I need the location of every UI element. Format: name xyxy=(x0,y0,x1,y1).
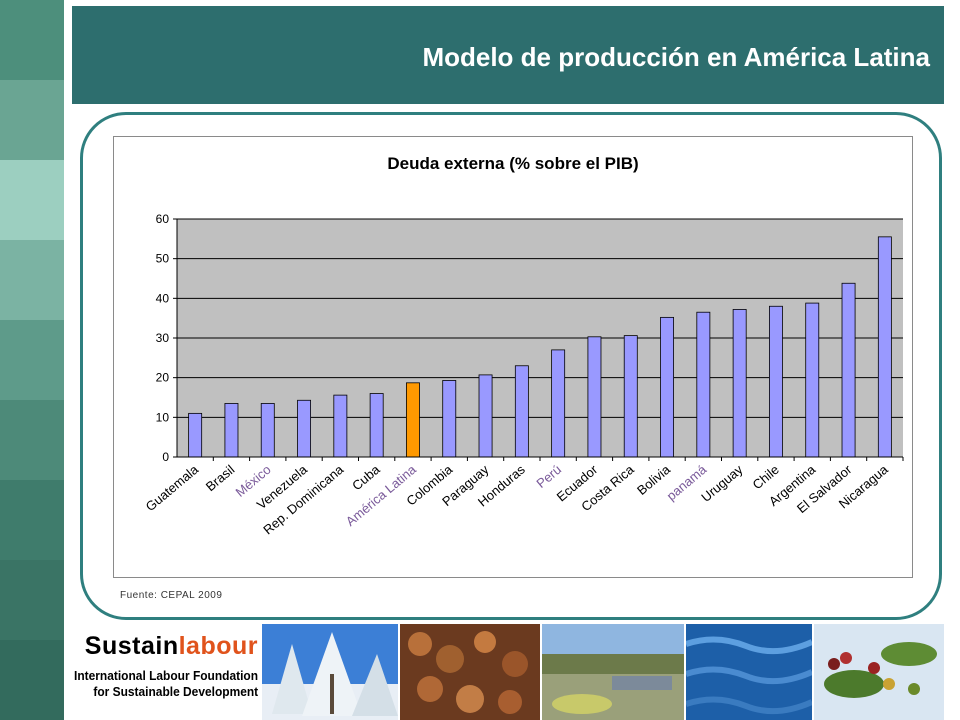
bar-m-xico xyxy=(260,403,275,458)
bar-chart: Deuda externa (% sobre el PIB) 0 10 20 30 40 5… xyxy=(143,154,904,537)
x-tick-label: Perú xyxy=(533,462,564,491)
bar-uruguay xyxy=(732,309,747,458)
x-tick-label: Uruguay xyxy=(698,461,746,504)
wetland-photo xyxy=(542,624,684,720)
y-tick-label: 30 xyxy=(156,331,170,345)
logo-brand-part2: labour xyxy=(178,632,258,660)
logo-line3: for Sustainable Development xyxy=(93,684,258,699)
bar-honduras xyxy=(514,365,529,458)
bar-cuba xyxy=(369,393,384,458)
source-note: Fuente: CEPAL 2009 xyxy=(120,590,223,601)
y-tick-label: 50 xyxy=(156,252,170,266)
water-surface-photo xyxy=(686,624,812,720)
bar-bolivia xyxy=(660,316,674,458)
y-tick-label: 0 xyxy=(162,450,169,464)
bar-brasil xyxy=(224,403,239,458)
chart-container: Deuda externa (% sobre el PIB) 0 10 20 30 40 5… xyxy=(113,136,913,578)
coffee-berries-photo xyxy=(814,624,944,720)
bar-panam- xyxy=(696,311,711,458)
title-bar: Modelo de producción en América Latina xyxy=(72,6,944,104)
bar-venezuela xyxy=(297,399,311,458)
y-tick-label: 20 xyxy=(156,371,170,385)
bar-paraguay xyxy=(478,374,493,458)
bar-guatemala xyxy=(188,412,203,458)
bar-ecuador xyxy=(587,336,602,458)
logo-brand-part1: Sustain xyxy=(84,632,179,660)
bar-costa-rica xyxy=(623,335,638,458)
bar-argentina xyxy=(805,302,820,458)
bar-per- xyxy=(551,349,566,458)
y-tick-label: 60 xyxy=(156,212,170,226)
y-tick-label: 40 xyxy=(156,291,170,305)
logo-line2: International Labour Foundation xyxy=(73,668,258,683)
slide-title: Modelo de producción en América Latina xyxy=(422,42,930,72)
stacked-logs-photo xyxy=(400,624,540,720)
chart-title: Deuda externa (% sobre el PIB) xyxy=(387,154,638,173)
snowy-forest-photo xyxy=(262,624,398,720)
side-decor-strip xyxy=(0,0,64,720)
bar-el-salvador xyxy=(841,282,856,458)
sustainlabour-logo: Sustainlabour International Labour Found… xyxy=(64,632,260,706)
x-tick-label: Guatemala xyxy=(143,461,202,514)
bar-chile xyxy=(769,305,783,458)
bar-colombia xyxy=(442,380,457,458)
bar-am-rica-latina xyxy=(406,382,420,458)
y-tick-label: 10 xyxy=(156,410,170,424)
logo-brand: Sustainlabour xyxy=(85,632,258,661)
bar-rep-dominicana xyxy=(333,394,348,458)
bar-nicaragua xyxy=(877,236,892,458)
